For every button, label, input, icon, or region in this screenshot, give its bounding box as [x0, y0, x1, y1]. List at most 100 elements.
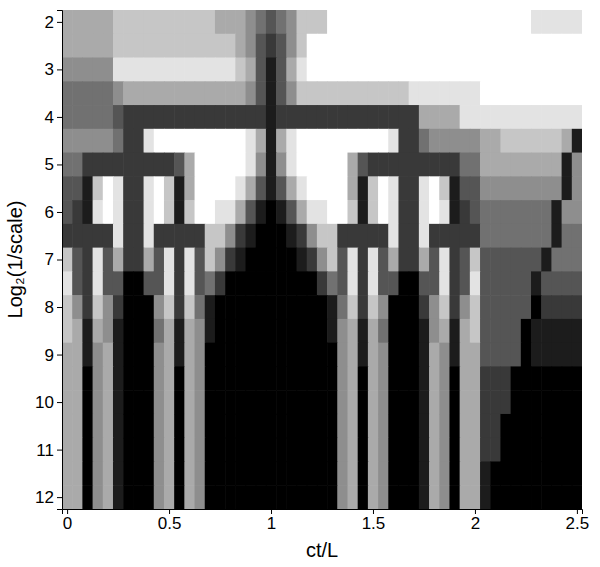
heatmap-cell — [490, 200, 501, 224]
heatmap-cell — [388, 248, 399, 272]
heatmap-cell — [480, 343, 491, 367]
y-tick: 2 — [45, 13, 62, 32]
heatmap-cell — [521, 343, 532, 367]
heatmap-cell — [409, 343, 420, 367]
heatmap-cell — [562, 129, 573, 153]
heatmap-cell — [246, 366, 257, 390]
heatmap-cell — [429, 34, 440, 58]
heatmap-cell — [225, 295, 236, 319]
heatmap-cell — [195, 485, 206, 509]
heatmap-cell — [123, 105, 134, 129]
heatmap-cell — [327, 438, 338, 462]
heatmap-cell — [439, 414, 450, 438]
heatmap-cell — [460, 295, 471, 319]
heatmap-cell — [449, 390, 460, 414]
heatmap-cell — [82, 414, 93, 438]
heatmap-cell — [72, 414, 83, 438]
heatmap-cell — [572, 295, 582, 319]
heatmap-cell — [572, 414, 582, 438]
heatmap-cell — [419, 295, 430, 319]
heatmap-cell — [184, 34, 195, 58]
heatmap-cell — [276, 248, 287, 272]
heatmap-cell — [215, 58, 226, 82]
heatmap-cell — [460, 105, 471, 129]
heatmap-cell — [123, 248, 134, 272]
heatmap-cell — [113, 129, 124, 153]
heatmap-cell — [388, 366, 399, 390]
heatmap-cell — [297, 153, 308, 177]
heatmap-cell — [358, 461, 369, 485]
heatmap-cell — [347, 343, 358, 367]
heatmap-cell — [511, 414, 522, 438]
heatmap-cell — [195, 366, 206, 390]
heatmap-cell — [144, 81, 155, 105]
heatmap-cell — [103, 414, 114, 438]
heatmap-cell — [113, 200, 124, 224]
heatmap-cell — [297, 366, 308, 390]
heatmap-cell — [205, 105, 216, 129]
heatmap-cell — [398, 58, 409, 82]
heatmap-cell — [490, 319, 501, 343]
heatmap-cell — [154, 58, 165, 82]
heatmap-cell — [398, 319, 409, 343]
heatmap-cell — [62, 414, 73, 438]
heatmap-cell — [93, 248, 104, 272]
heatmap-cell — [439, 34, 450, 58]
heatmap-cell — [205, 248, 216, 272]
heatmap-cell — [409, 485, 420, 509]
heatmap-cell — [297, 176, 308, 200]
heatmap-cell — [500, 343, 511, 367]
heatmap-cell — [449, 414, 460, 438]
heatmap-cell — [511, 390, 522, 414]
heatmap-cell — [144, 319, 155, 343]
heatmap-cell — [72, 105, 83, 129]
heatmap-cell — [164, 438, 175, 462]
heatmap-cell — [327, 461, 338, 485]
heatmap-cell — [460, 153, 471, 177]
heatmap-cell — [480, 129, 491, 153]
heatmap-cell — [286, 366, 297, 390]
heatmap-cell — [297, 224, 308, 248]
heatmap-cell — [276, 153, 287, 177]
heatmap-cell — [62, 10, 73, 34]
heatmap-cell — [195, 414, 206, 438]
heatmap-cell — [235, 343, 246, 367]
heatmap-cell — [368, 34, 379, 58]
heatmap-cell — [72, 10, 83, 34]
heatmap-cell — [449, 129, 460, 153]
heatmap-cell — [388, 224, 399, 248]
heatmap-cell — [297, 461, 308, 485]
heatmap-cell — [409, 271, 420, 295]
heatmap-cell — [409, 295, 420, 319]
heatmap-cell — [378, 248, 389, 272]
heatmap-cell — [551, 295, 562, 319]
heatmap-cell — [235, 248, 246, 272]
heatmap-cell — [195, 176, 206, 200]
heatmap-cell — [62, 390, 73, 414]
heatmap-cell — [317, 81, 328, 105]
heatmap-cell — [286, 224, 297, 248]
y-tick: 6 — [45, 203, 62, 222]
heatmap-cell — [521, 129, 532, 153]
heatmap-cell — [164, 34, 175, 58]
heatmap-cell — [470, 224, 481, 248]
heatmap-cell — [184, 153, 195, 177]
heatmap-cell — [368, 390, 379, 414]
y-tick-label: 5 — [45, 155, 54, 174]
heatmap-cell — [572, 58, 582, 82]
heatmap-cell — [246, 176, 257, 200]
heatmap-cell — [144, 34, 155, 58]
heatmap-cell — [103, 176, 114, 200]
heatmap-cell — [429, 58, 440, 82]
heatmap-cell — [133, 343, 144, 367]
heatmap-cell — [490, 271, 501, 295]
heatmap-cell — [541, 438, 552, 462]
heatmap-cell — [327, 224, 338, 248]
heatmap-cell — [215, 34, 226, 58]
y-tick-label: 3 — [45, 60, 54, 79]
heatmap-cell — [276, 200, 287, 224]
heatmap-cell — [378, 319, 389, 343]
x-axis-line — [63, 510, 583, 515]
heatmap-cell — [276, 58, 287, 82]
heatmap-cell — [368, 200, 379, 224]
